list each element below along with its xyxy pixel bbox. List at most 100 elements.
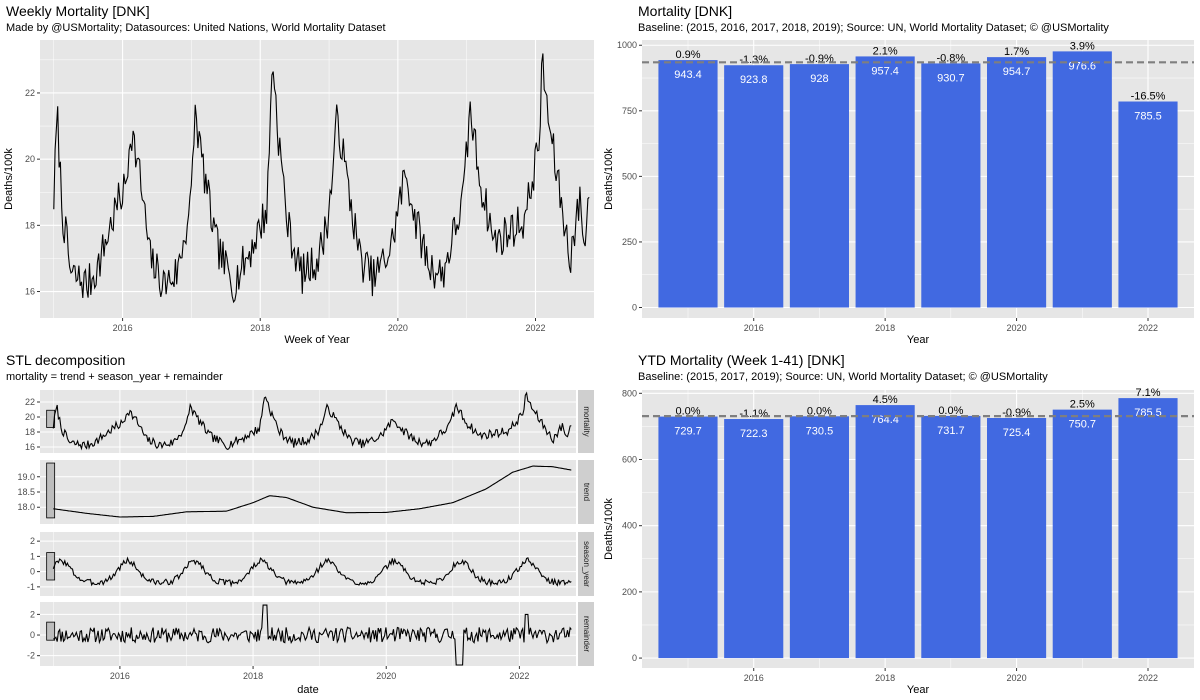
- y-tick-label: 1: [30, 551, 35, 561]
- bar-2015: [658, 60, 718, 308]
- y-tick-label: 0: [632, 303, 637, 313]
- annual-subtitle: Baseline: (2015, 2016, 2017, 2018, 2019)…: [638, 22, 1109, 34]
- facet-strip-label: trend: [582, 483, 591, 501]
- y-tick-label: 22: [25, 88, 35, 98]
- y-tick-label: 16: [25, 287, 35, 297]
- bar-pct-label: 0.0%: [807, 405, 832, 417]
- bar-value-label: 722.3: [740, 428, 768, 440]
- facet-strip-mortality: [578, 390, 594, 453]
- y-axis-title: Deaths/100k: [3, 148, 15, 210]
- range-bar-remainder: [46, 621, 56, 641]
- x-tick-label: 2020: [388, 323, 408, 333]
- x-tick-label: 2022: [1138, 323, 1158, 333]
- bar-2020: [987, 57, 1047, 308]
- y-tick-label: 0: [30, 567, 35, 577]
- ytd-subtitle: Baseline: (2015, 2017, 2019); Source: UN…: [638, 371, 1048, 383]
- y-tick-label: 20: [25, 154, 35, 164]
- x-tick-label: 2016: [744, 673, 764, 683]
- bar-pct-label: -1.1%: [739, 408, 768, 420]
- x-tick-label: 2018: [875, 673, 895, 683]
- range-bar-season_year: [46, 552, 56, 581]
- stl-title: STL decomposition: [6, 352, 126, 368]
- y-tick-label: 18: [25, 220, 35, 230]
- stl-series-trend: [53, 465, 572, 518]
- y-tick-label: 600: [622, 455, 637, 465]
- bar-2021: [1052, 409, 1112, 659]
- y-tick-label: 800: [622, 388, 637, 398]
- bar-2015: [658, 416, 718, 659]
- bar-pct-label: 0.0%: [938, 405, 963, 417]
- x-tick-label: 2018: [243, 671, 263, 681]
- facet-background-season_year: [40, 532, 576, 596]
- bar-value-label: 943.4: [674, 69, 702, 81]
- y-tick-label: 18.5: [17, 487, 35, 497]
- y-tick-label: -2: [27, 651, 35, 661]
- bar-pct-label: 4.5%: [873, 394, 898, 406]
- bar-pct-label: 3.9%: [1070, 40, 1095, 52]
- y-tick-label: 200: [622, 587, 637, 597]
- annual-chart: 943.40.9%923.8-1.3%928-0.9%957.42.1%930.…: [603, 40, 1194, 346]
- bar-value-label: 928: [810, 73, 828, 85]
- bar-pct-label: 0.9%: [675, 49, 700, 61]
- x-tick-label: 2020: [1007, 323, 1027, 333]
- bar-value-label: 930.7: [937, 72, 965, 84]
- bar-value-label: 725.4: [1003, 427, 1031, 439]
- y-tick-label: 0: [632, 653, 637, 663]
- stl-subtitle: mortality = trend + season_year + remain…: [6, 371, 223, 383]
- plot-background: [40, 40, 594, 318]
- range-bar-trend: [46, 462, 56, 519]
- y-tick-label: 18.0: [17, 502, 35, 512]
- bar-value-label: 785.5: [1134, 111, 1162, 123]
- bar-2019: [921, 415, 981, 659]
- stl-series-season_year: [52, 556, 572, 588]
- y-tick-label: 20: [25, 412, 35, 422]
- bar-value-label: 957.4: [871, 65, 899, 77]
- annual-mortality-panel: Mortality [DNK] Baseline: (2015, 2016, 2…: [600, 0, 1200, 350]
- bar-value-label: 750.7: [1069, 419, 1097, 431]
- bar-value-label: 731.7: [937, 425, 965, 437]
- bar-pct-label: 1.7%: [1004, 46, 1029, 58]
- y-tick-label: 22: [25, 397, 35, 407]
- x-axis-title: Week of Year: [284, 334, 350, 346]
- x-axis-title: Year: [907, 684, 930, 696]
- facet-strip-season_year: [578, 532, 594, 596]
- bar-2021: [1052, 51, 1112, 308]
- y-tick-label: 19.0: [17, 472, 35, 482]
- x-tick-label: 2018: [875, 323, 895, 333]
- weekly-subtitle: Made by @USMortality; Datasources: Unite…: [6, 22, 386, 34]
- bar-value-label: 954.7: [1003, 66, 1031, 78]
- facet-strip-label: mortality: [582, 406, 591, 436]
- weekly-title: Weekly Mortality [DNK]: [6, 3, 150, 19]
- y-axis-title: Deaths/100k: [603, 498, 615, 560]
- ytd-title: YTD Mortality (Week 1-41) [DNK]: [638, 352, 845, 368]
- bar-2019: [921, 63, 981, 308]
- facet-strip-label: remainder: [582, 616, 591, 652]
- bar-2017: [789, 416, 849, 659]
- y-tick-label: 400: [622, 521, 637, 531]
- facet-strip-label: season_year: [582, 541, 591, 587]
- weekly-mortality-panel: Weekly Mortality [DNK] Made by @USMortal…: [0, 0, 600, 350]
- bar-pct-label: 2.5%: [1070, 399, 1095, 411]
- x-tick-label: 2022: [509, 671, 529, 681]
- bar-value-label: 785.5: [1134, 407, 1162, 419]
- y-tick-label: 16: [25, 442, 35, 452]
- y-tick-label: 2: [30, 609, 35, 619]
- bar-value-label: 730.5: [806, 425, 834, 437]
- x-tick-label: 2016: [110, 671, 130, 681]
- bar-2022: [1118, 398, 1178, 659]
- x-tick-label: 2022: [525, 323, 545, 333]
- y-tick-label: 500: [622, 171, 637, 181]
- facet-strip-remainder: [578, 602, 594, 666]
- x-tick-label: 2016: [113, 323, 133, 333]
- y-tick-label: 750: [622, 106, 637, 116]
- x-axis-title: Year: [907, 334, 930, 346]
- stl-series-mortality: [52, 391, 572, 451]
- ytd-chart: 729.70.0%722.3-1.1%730.50.0%764.44.5%731…: [603, 387, 1194, 696]
- x-tick-label: 2022: [1138, 673, 1158, 683]
- bar-2017: [789, 64, 849, 308]
- y-tick-label: 1000: [617, 40, 637, 50]
- bar-pct-label: 0.0%: [675, 406, 700, 418]
- y-tick-label: 2: [30, 536, 35, 546]
